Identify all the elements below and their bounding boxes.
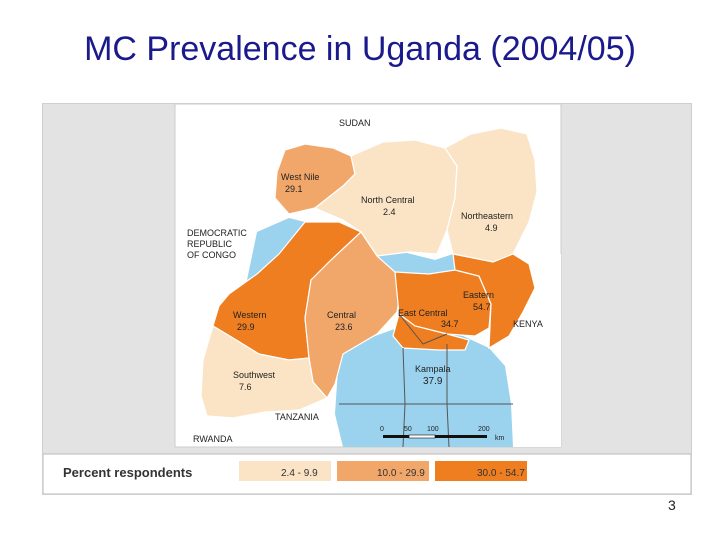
scale-tick-200: 200 <box>478 426 490 433</box>
legend-label-high: 30.0 - 54.7 <box>477 468 525 479</box>
scale-bar-seg-3 <box>435 435 487 438</box>
legend-title: Percent respondents <box>63 465 192 480</box>
kampala-boundary <box>398 313 448 345</box>
region-eastern <box>452 253 536 350</box>
region-label-eastern: Eastern <box>463 290 494 300</box>
lake-kyoga <box>373 252 455 274</box>
region-label-north-central: North Central <box>361 195 415 205</box>
region-label-central: Central <box>327 310 356 320</box>
region-value-west-nile: 29.1 <box>285 184 303 194</box>
legend-swatch-low <box>239 461 331 481</box>
region-north-central <box>313 139 458 257</box>
slide-number: 3 <box>668 497 676 513</box>
scale-tick-0: 0 <box>380 426 384 433</box>
lake-victoria <box>335 326 513 447</box>
scale-tick-100: 100 <box>427 426 439 433</box>
region-label-northeastern: Northeastern <box>461 211 513 221</box>
scale-bar-seg-1 <box>383 435 409 438</box>
country-label-drc-2: REPUBLIC <box>187 239 233 249</box>
legend-swatch-high <box>435 461 527 481</box>
legend-swatch-mid <box>337 461 429 481</box>
region-kampala <box>392 312 470 351</box>
lake-albert <box>247 218 305 280</box>
region-value-central: 23.6 <box>335 322 353 332</box>
scale-bar-seg-2 <box>408 434 436 439</box>
country-label-sudan: SUDAN <box>339 118 371 128</box>
map-figure: SUDAN DEMOCRATIC REPUBLIC OF CONGO KENYA… <box>42 103 692 495</box>
legend-label-mid: 10.0 - 29.9 <box>377 468 425 479</box>
slide-title: MC Prevalence in Uganda (2004/05) <box>84 30 636 68</box>
region-value-north-central: 2.4 <box>383 207 396 217</box>
uganda-map: SUDAN DEMOCRATIC REPUBLIC OF CONGO KENYA… <box>43 104 691 494</box>
region-value-western: 29.9 <box>237 322 255 332</box>
region-label-western: Western <box>233 310 266 320</box>
region-value-eastern: 54.7 <box>473 302 491 312</box>
region-label-east-central: East Central <box>398 308 448 318</box>
scale-unit: km <box>495 435 505 442</box>
region-label-kampala: Kampala <box>415 364 451 374</box>
region-southwest <box>200 325 328 419</box>
scale-tick-50: 50 <box>404 426 412 433</box>
region-value-southwest: 7.6 <box>239 382 252 392</box>
country-label-tanzania: TANZANIA <box>275 412 319 422</box>
country-label-drc-1: DEMOCRATIC <box>187 228 247 238</box>
region-value-kampala: 37.9 <box>423 376 443 387</box>
region-label-west-nile: West Nile <box>281 172 319 182</box>
country-label-kenya: KENYA <box>513 319 543 329</box>
region-value-east-central: 34.7 <box>441 319 459 329</box>
region-northeastern <box>444 127 538 263</box>
legend-label-low: 2.4 - 9.9 <box>281 468 318 479</box>
country-label-drc-3: OF CONGO <box>187 250 236 260</box>
region-label-southwest: Southwest <box>233 370 276 380</box>
country-label-rwanda: RWANDA <box>193 434 233 444</box>
region-value-northeastern: 4.9 <box>485 223 498 233</box>
